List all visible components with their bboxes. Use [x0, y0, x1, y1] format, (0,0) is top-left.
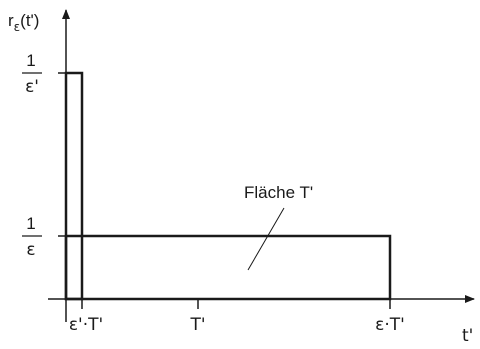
annotation-leader-line	[247, 207, 285, 271]
svg-text:1: 1	[26, 51, 35, 70]
y-label-1-over-eps-prime: 1 ε'	[22, 51, 42, 97]
y-label-1-over-eps: 1 ε	[22, 214, 42, 260]
x-label-eps-prime-t: ε'·T'	[69, 315, 103, 335]
svg-text:ε': ε'	[25, 77, 39, 97]
y-axis-label: rε(t')	[8, 11, 39, 34]
x-label-eps-t: ε·T'	[375, 315, 405, 335]
wide-pulse	[64, 234, 392, 301]
x-axis-label: t'	[462, 326, 473, 346]
x-label-t: T'	[189, 315, 205, 335]
area-annotation: Fläche T'	[244, 183, 313, 202]
svg-text:1: 1	[26, 214, 35, 233]
narrow-pulse	[64, 71, 84, 301]
svg-text:ε: ε	[26, 240, 35, 260]
